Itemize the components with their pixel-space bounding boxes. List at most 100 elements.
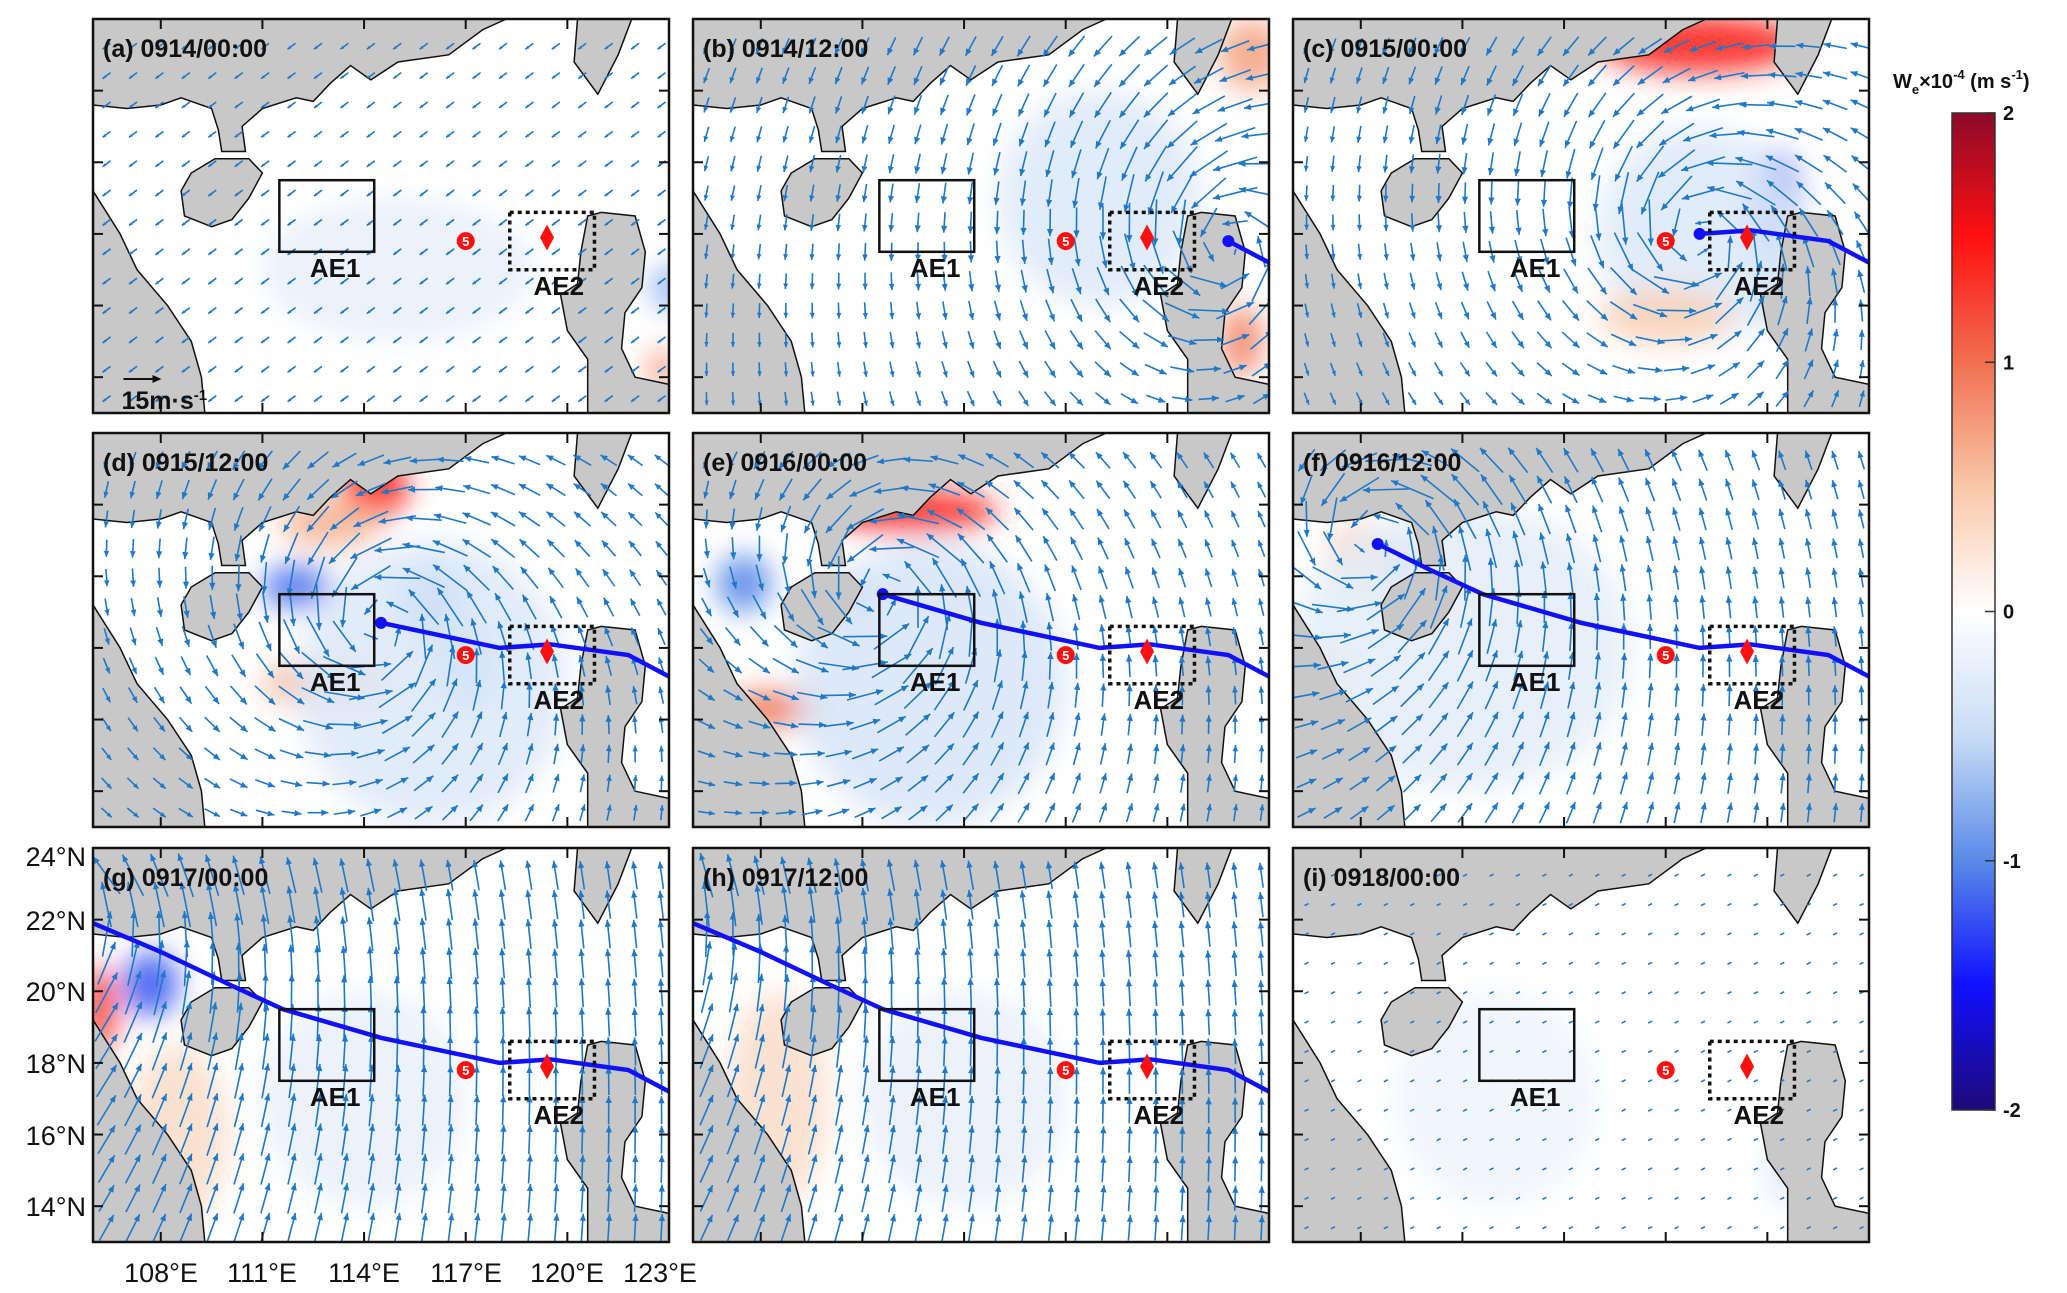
wind-vector-head <box>210 640 217 648</box>
wind-vector-head <box>1021 1155 1028 1163</box>
wind-vector-head <box>836 312 842 319</box>
wind-vector-head <box>313 398 318 402</box>
wind-vector-head <box>369 1212 376 1221</box>
wind-vector-head <box>1167 173 1175 182</box>
wind-vector-head <box>207 461 214 470</box>
wind-vector-head <box>928 483 937 490</box>
wind-vector-head <box>657 133 662 138</box>
wind-vector-head <box>1188 339 1197 346</box>
wind-vector-head <box>238 641 244 650</box>
wind-vector-head <box>1311 690 1320 698</box>
wind-vector-head <box>762 780 770 787</box>
wind-vector-head <box>1178 950 1185 958</box>
wind-vector-head <box>446 310 450 314</box>
wind-vector-head <box>811 1124 818 1133</box>
wind-vector-head <box>1850 42 1859 49</box>
wind-vector-head <box>287 368 292 373</box>
wind-vector-head <box>811 1154 818 1163</box>
wind-vector <box>1190 122 1228 146</box>
wind-vector-head <box>261 585 268 594</box>
wind-vector <box>1458 525 1472 571</box>
wind-vector-head <box>783 283 789 289</box>
wind-vector-head <box>1309 749 1318 756</box>
wind-vector-head <box>463 484 471 491</box>
wind-vector-head <box>996 680 1003 689</box>
wind-vector-head <box>340 251 345 255</box>
wind-vector-head <box>1304 1021 1307 1024</box>
wind-vector-head <box>757 342 762 348</box>
wind-vector-head <box>128 310 133 314</box>
wind-vector-head <box>472 45 477 50</box>
wind-vector-head <box>501 773 508 782</box>
wind-vector-head <box>1153 773 1160 782</box>
wind-vector-head <box>730 194 735 201</box>
wind-vector <box>1163 266 1201 297</box>
wind-vector-head <box>128 75 133 79</box>
wind-vector-head <box>836 400 842 406</box>
wind-vector-head <box>1257 510 1264 518</box>
wind-vector-head <box>525 104 530 108</box>
wind-vector-head <box>103 491 109 498</box>
wind-vector-head <box>208 75 213 79</box>
wind-vector-head <box>106 783 112 789</box>
wind-vector-head <box>1046 229 1054 237</box>
wind-vector-head <box>631 104 635 108</box>
wind-vector-head <box>1100 713 1107 721</box>
wind-vector-head <box>947 712 955 720</box>
wind-vector-head <box>945 804 953 812</box>
wind-vector-head <box>756 194 762 201</box>
wind-vector-head <box>234 251 239 255</box>
wind-vector-head <box>1488 226 1496 234</box>
ae1-box <box>878 1007 976 1083</box>
wind-vector-head <box>1258 1156 1265 1164</box>
wind-vector-head <box>463 455 472 463</box>
wind-vector-head <box>1435 166 1442 174</box>
wind-vector-head <box>1822 99 1831 106</box>
wind-vector-head <box>525 339 530 343</box>
field-anomaly <box>262 198 534 342</box>
wind-vector-head <box>1303 165 1309 172</box>
wind-vector-head <box>1329 77 1335 84</box>
wind-vector-head <box>186 1063 193 1071</box>
wind-vector-head <box>1461 107 1468 115</box>
wind-vector-head <box>313 222 318 226</box>
wind-vector-head <box>1071 565 1078 574</box>
wind-vector-head <box>157 667 164 675</box>
wind-vector-head <box>446 398 450 402</box>
wind-vector-head <box>1663 46 1672 53</box>
wind-vector-head <box>887 165 894 174</box>
wind-vector-head <box>577 625 584 634</box>
wind-vector-head <box>1512 48 1519 56</box>
land-mass <box>180 157 264 228</box>
wind-vector-head <box>1781 390 1789 399</box>
wind-vector-head <box>1358 370 1363 376</box>
wind-vector-head <box>631 919 638 928</box>
field-anomaly <box>1293 504 1632 792</box>
wind-vector-head <box>578 684 586 692</box>
wind-vector <box>846 533 884 563</box>
wind-vector <box>183 910 189 957</box>
wind-vector-head <box>1244 211 1253 218</box>
wind-vector-head <box>1013 452 1022 460</box>
wind-vector <box>348 690 393 701</box>
wind-vector-head <box>419 398 424 402</box>
wind-vector-head <box>1307 808 1316 815</box>
wind-vector-head <box>213 782 221 789</box>
wind-vector <box>331 557 358 598</box>
wind-vector-head <box>1336 748 1344 755</box>
wind-vector-head <box>941 225 948 233</box>
wind-vector-head <box>1073 682 1081 691</box>
wind-vector-head <box>1594 652 1602 660</box>
wind-vector-head <box>261 368 265 373</box>
wind-vector <box>1398 587 1427 627</box>
wind-vector-head <box>1620 652 1628 661</box>
wind-vector-head <box>1216 336 1225 343</box>
wind-vector-head <box>238 1153 245 1161</box>
wind-vector-head <box>730 253 736 260</box>
wind-vector-head <box>1850 99 1859 106</box>
wind-vector-head <box>733 1094 740 1103</box>
wind-vector-head <box>446 251 450 255</box>
wind-vector-head <box>1542 621 1549 629</box>
wind-vector-head <box>1752 654 1759 663</box>
wind-vector-head <box>1569 711 1576 720</box>
